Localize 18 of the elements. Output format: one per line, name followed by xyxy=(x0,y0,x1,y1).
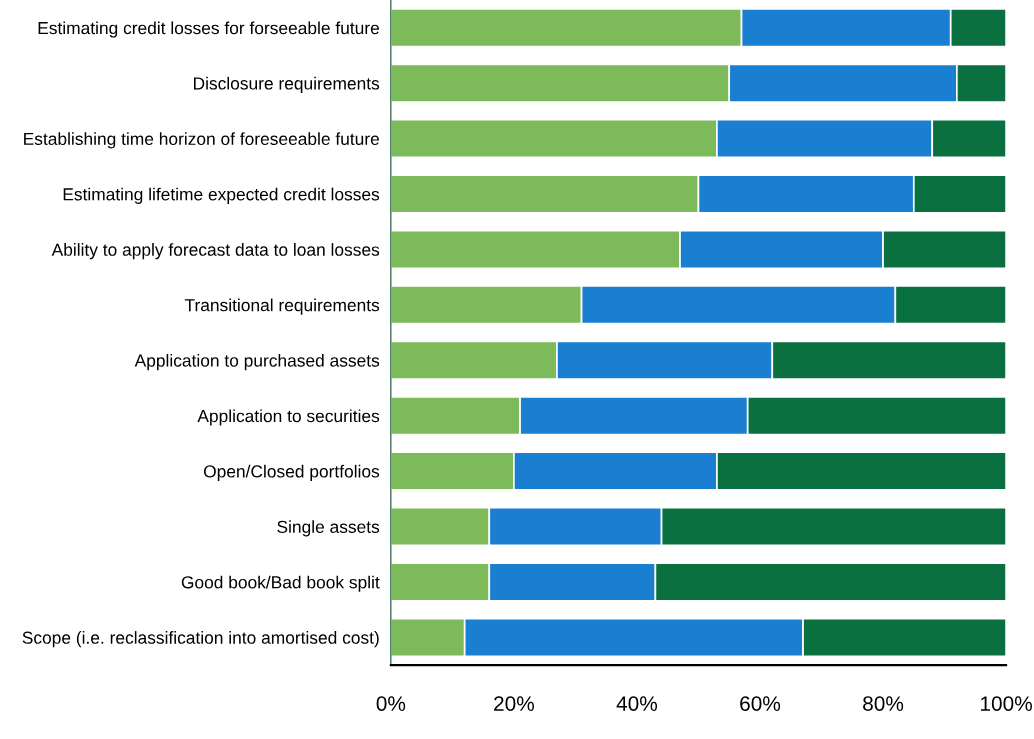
y-tick-label: Establishing time horizon of foreseeable future xyxy=(24,132,379,149)
y-tick-label: Application to securities xyxy=(197,409,380,426)
y-tick-label: Good book/Bad book split xyxy=(181,575,380,592)
y-tick-label: Estimating credit losses for forseeable future xyxy=(38,21,379,38)
y-tick-label: Application to purchased assets xyxy=(134,353,380,371)
x-tick-label: 20% xyxy=(494,696,535,711)
y-tick-label: Ability to apply forecast data to loan losses xyxy=(51,243,380,260)
x-tick-label: 60% xyxy=(740,696,781,711)
x-tick-label: 0% xyxy=(376,696,406,711)
x-tick-label: 100% xyxy=(981,696,1032,711)
y-tick-label: Transitional requirements xyxy=(184,298,380,315)
y-tick-label: Single assets xyxy=(277,520,380,537)
y-tick-label: Disclosure requirements xyxy=(193,76,380,94)
x-tick-label: 40% xyxy=(616,696,658,711)
y-tick-label: Scope (i.e. reclassification into amortised cost) xyxy=(22,631,379,648)
x-tick-label: 80% xyxy=(863,696,904,711)
y-tick-label: Estimating lifetime expected credit losses xyxy=(63,187,380,204)
y-tick-label: Open/Closed portfolios xyxy=(203,464,380,482)
